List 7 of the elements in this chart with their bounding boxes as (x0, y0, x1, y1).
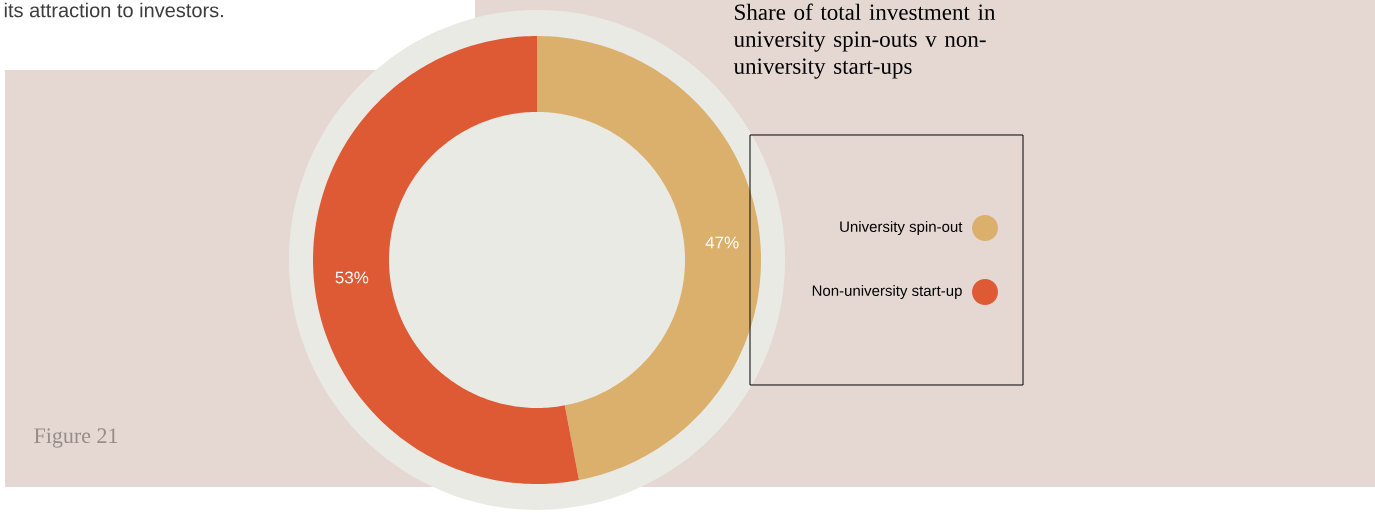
legend-label: Non-university start-up (812, 285, 962, 299)
data-label: 47% (705, 236, 739, 249)
chart-title: Share of total investment in university spin-outs v non-university start-ups (733, 3, 996, 79)
data-label: 53% (335, 271, 369, 284)
legend-label: University spin-out (840, 221, 963, 235)
text: its attraction to investors. (4, 2, 223, 18)
caption: Figure 21 (34, 428, 118, 448)
